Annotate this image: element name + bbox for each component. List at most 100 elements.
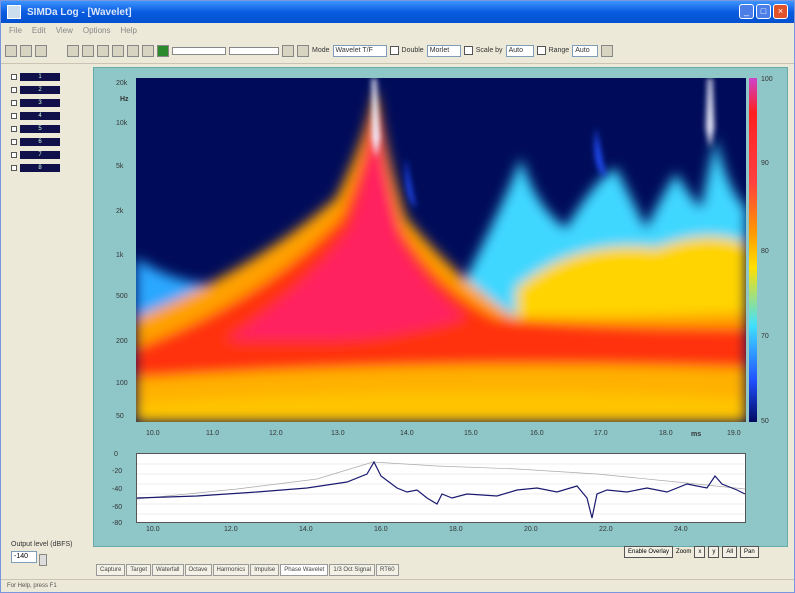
channel-row[interactable]: 5 [11, 123, 71, 134]
level-plot[interactable] [136, 453, 746, 523]
close-button[interactable]: × [773, 4, 788, 19]
channel-row[interactable]: 6 [11, 136, 71, 147]
zoom-pan-button[interactable]: Pan [740, 546, 759, 558]
output-level-input[interactable]: -140 [11, 551, 37, 563]
status-bar: For Help, press F1 [1, 579, 794, 593]
x-tick: 12.0 [269, 430, 283, 437]
lower-x-tick: 16.0 [374, 526, 388, 533]
zoom-x-button[interactable]: x [694, 546, 706, 558]
channel-checkbox[interactable] [11, 73, 17, 80]
lower-x-tick: 20.0 [524, 526, 538, 533]
mode-label: Mode [312, 47, 330, 54]
lower-x-tick: 18.0 [449, 526, 463, 533]
channel-row[interactable]: 4 [11, 110, 71, 121]
channel-row[interactable]: 1 [11, 71, 71, 82]
channel-row[interactable]: 2 [11, 84, 71, 95]
toolbar: Mode Wavelet T/F Double Morlet Scale by … [1, 38, 794, 64]
lower-x-tick: 14.0 [299, 526, 313, 533]
lower-x-tick: 22.0 [599, 526, 613, 533]
x-tick: 16.0 [530, 430, 544, 437]
output-level-label: Output level (dBFS) [11, 541, 73, 548]
x-unit: ms [691, 431, 702, 438]
chart-icon[interactable] [127, 44, 139, 57]
level-slider[interactable] [172, 46, 226, 55]
x-tick: 15.0 [464, 430, 478, 437]
tab-third-octave[interactable]: 1/3 Oct Signal [329, 564, 376, 576]
position-slider[interactable] [229, 46, 279, 55]
y-tick: 50 [116, 413, 124, 420]
range-select[interactable]: Auto [572, 44, 599, 57]
y-unit: Hz [120, 96, 129, 103]
copy-icon[interactable] [82, 44, 94, 57]
open-icon[interactable] [20, 44, 32, 57]
double-select[interactable]: Morlet [426, 44, 461, 57]
colorbar-tick: 50 [761, 418, 769, 425]
x-tick: 11.0 [206, 430, 220, 437]
lower-y-tick: 0 [114, 451, 118, 458]
zoom-y-button[interactable]: y [708, 546, 720, 558]
lower-x-tick: 24.0 [674, 526, 688, 533]
paste-icon[interactable] [97, 44, 109, 57]
channel-checkbox[interactable] [11, 164, 17, 171]
scale-checkbox[interactable] [463, 46, 473, 55]
y-tick: 500 [116, 293, 128, 300]
menu-view[interactable]: View [55, 25, 73, 35]
save-icon[interactable] [35, 44, 47, 57]
settings-icon[interactable] [601, 44, 614, 57]
channel-checkbox[interactable] [11, 112, 17, 119]
colorbar-tick: 90 [761, 160, 769, 167]
channel-checkbox[interactable] [11, 151, 17, 158]
print-icon[interactable] [112, 44, 124, 57]
x-tick: 13.0 [331, 430, 345, 437]
cut-icon[interactable] [67, 44, 79, 57]
minimize-button[interactable]: _ [739, 4, 754, 19]
enable-overlay-button[interactable]: Enable Overlay [624, 546, 674, 558]
lower-y-tick: -60 [112, 504, 123, 511]
run-icon[interactable] [157, 44, 169, 57]
tab-rt60[interactable]: RT60 [376, 564, 399, 576]
tab-capture[interactable]: Capture [96, 564, 126, 576]
channel-checkbox[interactable] [11, 86, 17, 93]
zoom-in-icon[interactable] [282, 44, 294, 57]
menu-help[interactable]: Help [120, 25, 137, 35]
lower-y-tick: -80 [112, 520, 123, 527]
channel-checkbox[interactable] [11, 138, 17, 145]
tab-harmonics[interactable]: Harmonics [212, 564, 250, 576]
tab-target[interactable]: Target [126, 564, 152, 576]
colorbar-tick: 100 [761, 76, 773, 83]
scale-select[interactable]: Auto [505, 44, 534, 57]
mode-select[interactable]: Wavelet T/F [332, 44, 387, 57]
tab-waterfall[interactable]: Waterfall [152, 564, 184, 576]
maximize-button[interactable]: □ [756, 4, 771, 19]
channel-checkbox[interactable] [11, 99, 17, 106]
y-tick: 100 [116, 380, 128, 387]
channel-row[interactable]: 8 [11, 162, 71, 173]
channel-row[interactable]: 3 [11, 97, 71, 108]
x-tick: 19.0 [727, 430, 741, 437]
double-checkbox[interactable] [389, 46, 399, 55]
range-checkbox[interactable] [536, 46, 546, 55]
tab-impulse[interactable]: Impulse [250, 564, 280, 576]
spectrogram-image [136, 78, 746, 422]
tab-phase-wavelet[interactable]: Phase Wavelet [280, 564, 329, 576]
new-icon[interactable] [5, 44, 17, 57]
x-tick: 10.0 [146, 430, 160, 437]
scale-label: Scale by [475, 47, 503, 54]
tab-octave[interactable]: Octave [184, 564, 212, 576]
window-title: SIMDa Log - [Wavelet] [27, 6, 132, 18]
zoom-out-icon[interactable] [297, 44, 309, 57]
x-tick: 17.0 [594, 430, 608, 437]
menu-options[interactable]: Options [82, 25, 111, 35]
channel-checkbox[interactable] [11, 125, 17, 132]
y-tick: 10k [116, 120, 128, 127]
menu-edit[interactable]: Edit [31, 25, 46, 35]
wavelet-spectrogram[interactable] [136, 78, 746, 422]
export-icon[interactable] [142, 44, 154, 57]
zoom-all-button[interactable]: All [722, 546, 738, 558]
lower-x-tick: 10.0 [146, 526, 160, 533]
menu-file[interactable]: File [9, 25, 22, 35]
tab-strip: Capture Target Waterfall Octave Harmonic… [96, 564, 399, 576]
output-level-spinner[interactable] [39, 554, 47, 566]
channel-row[interactable]: 7 [11, 149, 71, 160]
